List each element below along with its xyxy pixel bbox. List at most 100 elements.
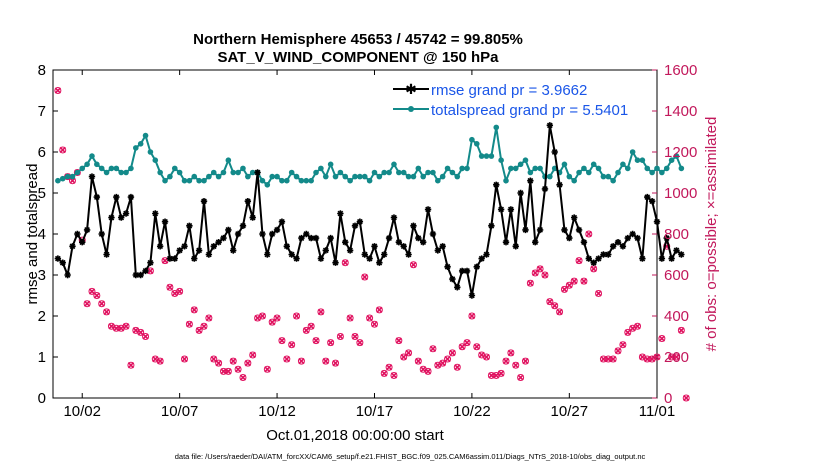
obs-possible-point (682, 394, 690, 402)
legend: ✱ rmse grand pr = 3.9662 totalspread gra… (393, 82, 628, 119)
obs-possible-point (346, 314, 354, 322)
totalspread-point (435, 177, 441, 184)
rmse-point (322, 247, 329, 254)
rmse-point (108, 214, 115, 221)
rmse-point (497, 206, 505, 213)
rmse-point (502, 239, 510, 246)
obs-assimilated-point (517, 374, 524, 381)
rmse-point (463, 267, 471, 275)
y-axis-label-left: rmse and totalspread (24, 164, 41, 305)
obs-possible-point (185, 320, 193, 328)
totalspread-point (293, 173, 300, 180)
totalspread-point (176, 169, 183, 176)
obs-possible-point (127, 361, 135, 369)
totalspread-point (230, 169, 237, 176)
rmse-point (590, 259, 597, 266)
rmse-point (483, 251, 490, 258)
totalspread-point (493, 124, 500, 131)
obs-assimilated-point (439, 359, 446, 367)
obs-assimilated-point (351, 333, 359, 340)
rmse-point (493, 181, 500, 188)
obs-assimilated-point (273, 314, 281, 322)
totalspread-point (547, 173, 553, 180)
obs-assimilated-point (137, 329, 144, 336)
totalspread-point (532, 165, 539, 172)
obs-assimilated-point (644, 355, 651, 363)
obs-possible-point (317, 308, 325, 316)
totalspread-point (245, 173, 251, 180)
totalspread-point (620, 161, 626, 168)
totalspread-point (327, 161, 334, 168)
obs-possible-point (409, 261, 417, 269)
obs-possible-point (234, 365, 242, 373)
totalspread-point (94, 161, 100, 168)
obs-assimilated-point (629, 325, 636, 332)
totalspread-point (308, 177, 314, 184)
obs-assimilated-point (54, 87, 62, 94)
obs-possible-point (88, 287, 96, 295)
totalspread-point (103, 169, 110, 176)
obs-possible-point (517, 374, 525, 381)
totalspread-point (590, 161, 597, 168)
obs-possible-point (614, 347, 622, 355)
totalspread-point (64, 173, 71, 180)
totalspread-point (152, 157, 159, 163)
rmse-point (400, 243, 407, 250)
obs-assimilated-point (449, 349, 456, 357)
obs-assimilated-point (210, 355, 217, 363)
obs-assimilated-point (244, 359, 252, 367)
totalspread-point (469, 136, 475, 143)
rmse-point (312, 234, 320, 242)
x-tick-label: 10/07 (161, 403, 199, 420)
totalspread-point (576, 169, 582, 176)
rmse-point (395, 239, 403, 246)
obs-possible-point (263, 365, 271, 373)
obs-possible-point (249, 351, 257, 359)
totalspread-point (444, 165, 451, 172)
totalspread-point (371, 169, 378, 176)
obs-possible-point (521, 357, 529, 365)
rmse-point (634, 234, 641, 242)
obs-assimilated-point (683, 394, 690, 402)
obs-possible-point (73, 169, 81, 176)
rmse-point (546, 122, 554, 129)
obs-assimilated-point (507, 349, 515, 357)
obs-assimilated-point (536, 265, 544, 273)
obs-possible-point (142, 333, 150, 340)
left-tick-label: 6 (38, 144, 46, 161)
totalspread-point (235, 169, 241, 176)
obs-assimilated-point (361, 273, 368, 281)
rmse-point (653, 218, 661, 225)
rmse-point (424, 206, 432, 213)
y-axis-label-right: # of obs: o=possible; ×=assimilated (703, 117, 720, 352)
rmse-point (239, 222, 247, 229)
obs-possible-point (239, 374, 247, 381)
obs-possible-point (556, 308, 564, 316)
footer-data-file: data file: /Users/raeder/DAI/ATM_forcXX/… (175, 452, 646, 461)
totalspread-point (512, 165, 519, 172)
left-tick-label: 8 (38, 62, 46, 79)
totalspread-point (186, 177, 193, 184)
rmse-point (303, 230, 310, 238)
obs-assimilated-point (639, 353, 646, 361)
totalspread-point (118, 169, 124, 176)
obs-assimilated-point (239, 374, 247, 381)
totalspread-point (649, 169, 655, 176)
totalspread-point (74, 169, 81, 176)
rmse-point (673, 247, 680, 254)
totalspread-point (425, 169, 431, 176)
obs-assimilated-point (147, 267, 154, 275)
obs-possible-point (361, 273, 369, 281)
right-tick-label: 400 (664, 308, 689, 325)
rmse-point (415, 234, 422, 242)
obs-assimilated-point (259, 312, 266, 320)
totalspread-point (313, 169, 319, 176)
rmse-point (200, 198, 208, 205)
totalspread-point (410, 173, 417, 180)
obs-possible-point (526, 279, 534, 287)
totalspread-point (133, 145, 139, 151)
obs-possible-point (604, 355, 612, 363)
totalspread-point (69, 173, 76, 180)
obs-assimilated-point (600, 355, 607, 363)
obs-assimilated-point (493, 372, 500, 379)
